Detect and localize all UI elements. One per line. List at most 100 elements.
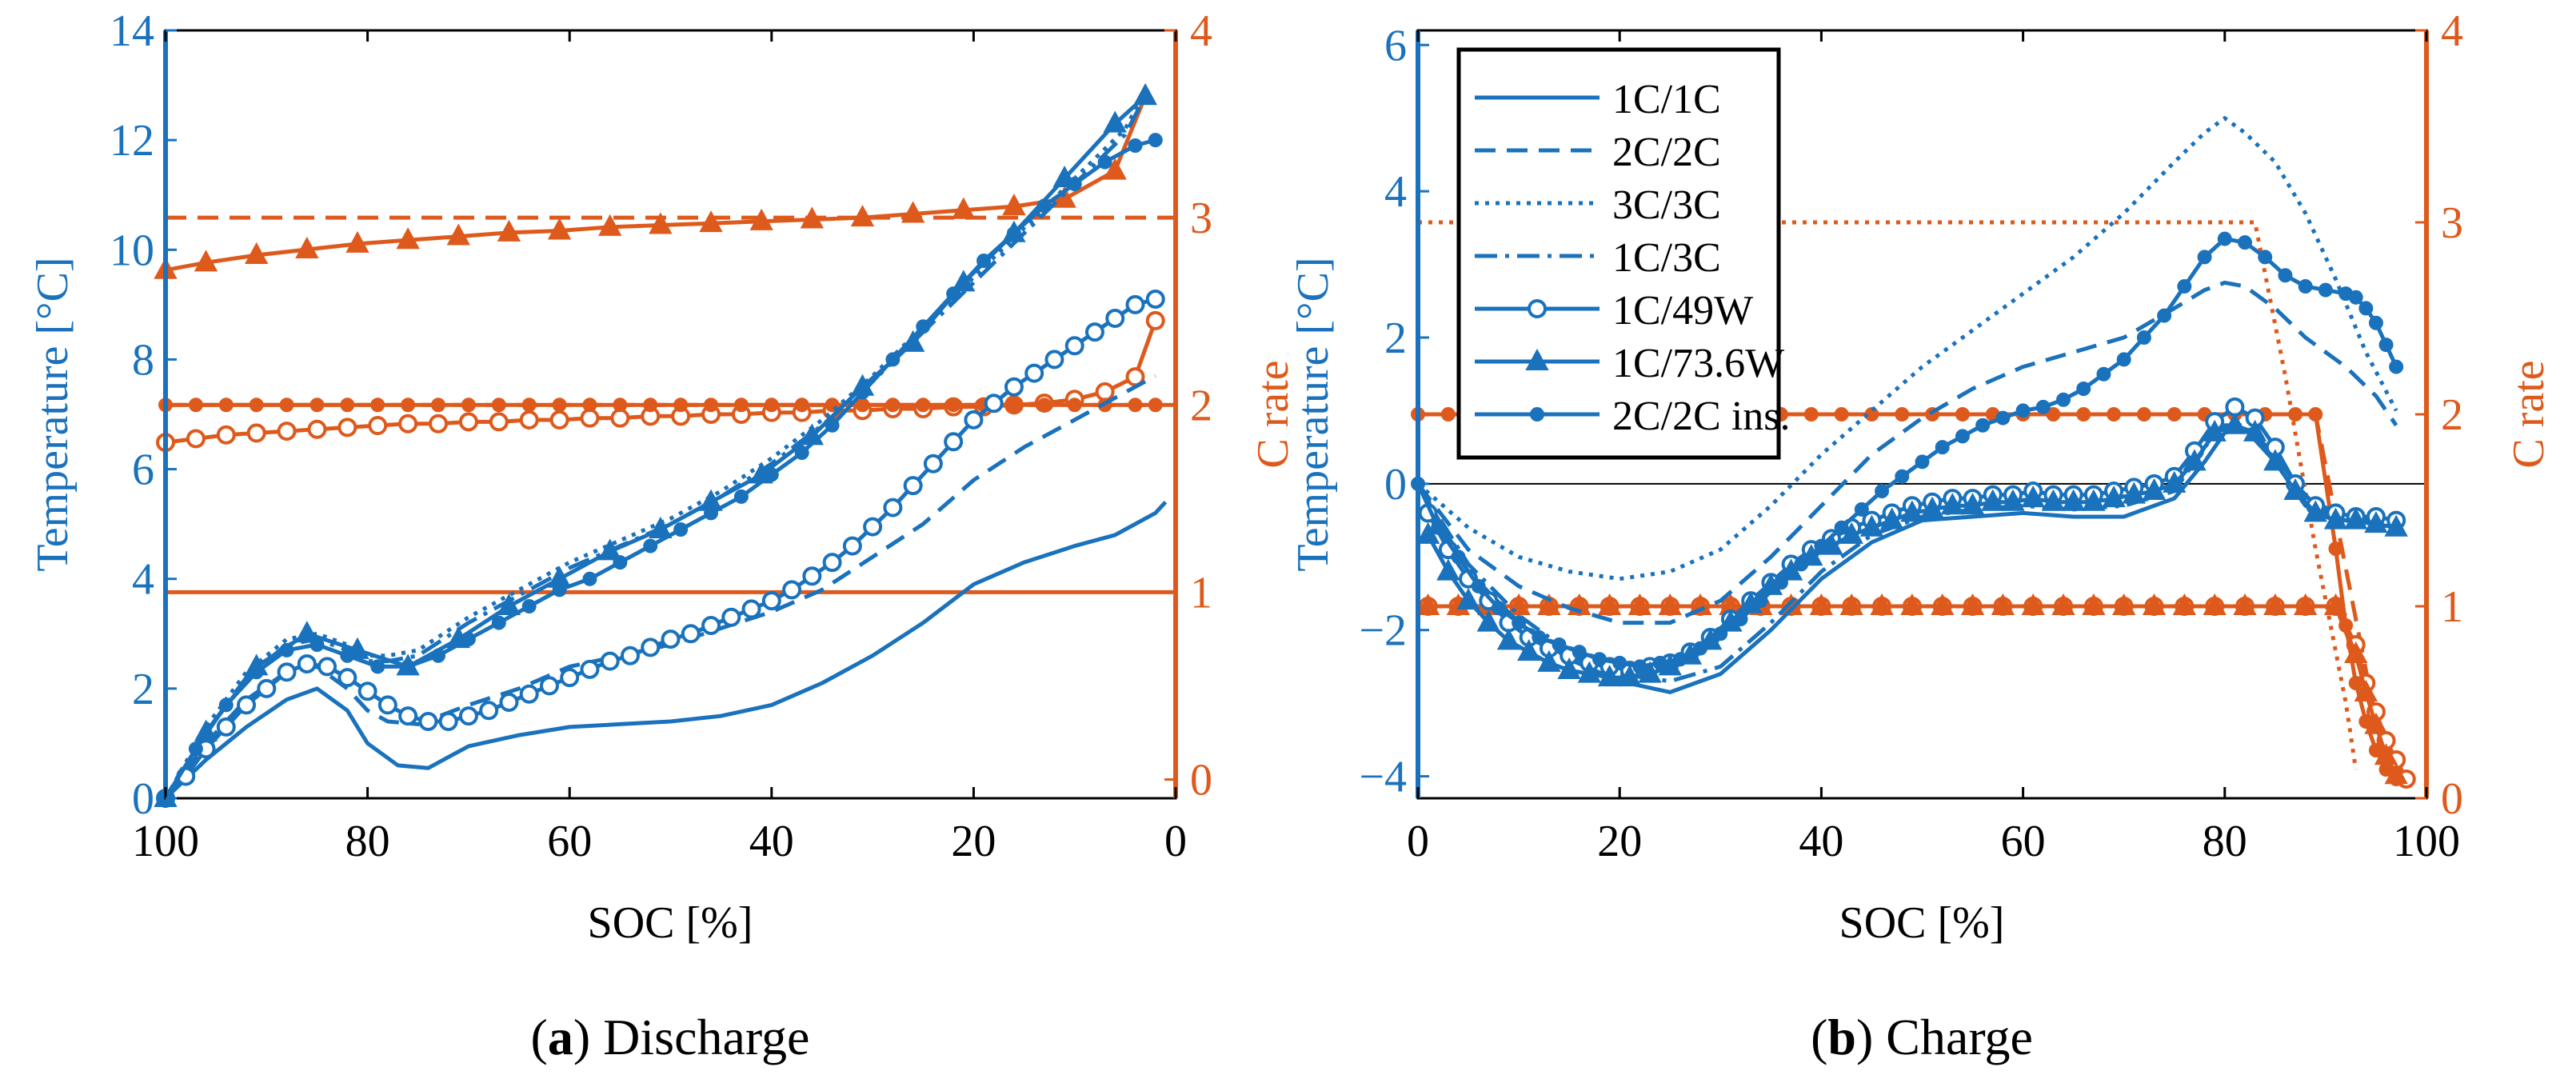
discharge-series-2c-2c-ins-temperature: [163, 138, 1156, 800]
charge-point-2c-2c-ins-temperature: [1854, 502, 1869, 517]
charge-point-1c-73-6w-c-rate: [2142, 593, 2167, 615]
charge-point-1c-73-6w-temperature: [1960, 493, 1985, 515]
charge-point-2c-2c-ins-temperature: [1532, 629, 1547, 645]
discharge-point-2c-2c-ins-c-rate: [946, 398, 961, 413]
charge-point-1c-73-6w-temperature: [2203, 419, 2227, 442]
legend-label-3: 3C/3C: [1612, 182, 1721, 228]
discharge-point-1c-49w-temperature: [216, 717, 236, 737]
discharge-x-tick-label: 100: [132, 817, 199, 866]
discharge-caption-letter: a: [548, 1009, 573, 1065]
discharge-x-tick-label: 60: [547, 817, 592, 866]
discharge-point-1c-73-6w-temperature: [295, 621, 319, 643]
discharge-y-tick-label: 10: [110, 226, 154, 275]
discharge-point-2c-2c-ins-temperature: [704, 506, 719, 521]
charge-point-1c-73-6w-c-rate: [1537, 593, 1561, 615]
discharge-point-1c-49w-c-rate: [398, 414, 418, 434]
discharge-point-2c-2c-ins-temperature: [733, 489, 749, 504]
charge-point-2c-2c-ins-temperature: [1612, 655, 1627, 670]
discharge-point-1c-49w-temperature: [782, 580, 802, 600]
discharge-point-1c-73-6w-temperature: [649, 516, 673, 538]
charge-point-1c-73-6w-c-rate: [1688, 593, 1712, 615]
discharge-point-2c-2c-ins-c-rate: [340, 398, 355, 413]
discharge-point-2c-2c-ins-temperature: [461, 632, 476, 647]
discharge-point-1c-49w-temperature: [641, 637, 661, 657]
discharge-point-2c-2c-ins-temperature: [582, 571, 597, 586]
charge-point-2c-2c-ins-c-rate: [1955, 407, 1970, 422]
discharge-point-1c-49w-c-rate: [610, 408, 630, 428]
charge-point-1c-73-6w-temperature: [2163, 470, 2187, 493]
charge-point-1c-73-6w-temperature: [2344, 507, 2368, 530]
discharge-point-1c-49w-c-rate: [277, 422, 297, 442]
discharge-point-1c-49w-temperature: [903, 476, 923, 496]
charge-right-axis-label: C rate: [2504, 360, 2554, 468]
charge-point-2c-2c-ins-temperature: [1632, 659, 1647, 674]
discharge-point-1c-73-6w-c-rate: [396, 227, 420, 250]
discharge-point-2c-2c-ins-c-rate: [916, 398, 931, 413]
discharge-point-1c-49w-c-rate: [216, 425, 236, 445]
discharge-point-2c-2c-ins-temperature: [825, 418, 840, 433]
charge-point-2c-2c-ins-c-rate: [1440, 407, 1456, 422]
charge-point-1c-73-6w-temperature: [2243, 419, 2267, 442]
discharge-y-tick-label: 8: [132, 335, 154, 385]
charge-point-2c-2c-ins-temperature: [2116, 352, 2131, 367]
charge-y-axis-label: Temperature [°C]: [1288, 257, 1338, 571]
discharge-point-1c-49w-temperature: [519, 684, 539, 704]
discharge-point-1c-73-6w-c-rate: [1002, 193, 1026, 216]
discharge-point-1c-49w-temperature: [277, 662, 297, 682]
charge-point-1c-73-6w-temperature: [2283, 478, 2307, 500]
charge-x-tick-label: 60: [2001, 817, 2046, 866]
charge-point-1c-73-6w-temperature: [1496, 628, 1521, 650]
charge-point-1c-73-6w-temperature: [1577, 661, 1602, 683]
discharge-y-right-tick-label: 2: [1190, 381, 1212, 430]
discharge-point-2c-2c-ins-c-rate: [1067, 398, 1082, 413]
discharge-series-1c-73-6w-temperature: [163, 94, 1147, 800]
discharge-point-1c-49w-temperature: [1125, 294, 1145, 314]
discharge-point-2c-2c-ins-c-rate: [1006, 398, 1021, 413]
charge-point-2c-2c-ins-temperature: [1552, 637, 1567, 652]
charge-point-2c-2c-ins-c-rate: [2046, 407, 2061, 422]
discharge-plot-area: [154, 82, 1176, 808]
discharge-point-1c-73-6w-c-rate: [345, 230, 369, 253]
discharge-y-right-tick-label: 4: [1190, 6, 1212, 56]
discharge-point-1c-73-6w-c-rate: [749, 208, 773, 230]
discharge-point-2c-2c-ins-c-rate: [885, 398, 901, 413]
discharge-point-1c-49w-temperature: [944, 432, 964, 452]
discharge-series-3c-3c-temperature: [163, 90, 1148, 800]
discharge-point-2c-2c-ins-temperature: [1097, 154, 1112, 170]
charge-x-tick-label: 40: [1799, 817, 1843, 866]
charge-point-2c-2c-ins-temperature: [1431, 520, 1446, 535]
charge-x-axis-label: SOC [%]: [1839, 898, 2005, 948]
charge-point-2c-2c-ins-temperature: [2056, 392, 2071, 407]
discharge-point-1c-73-6w-temperature: [497, 593, 521, 615]
discharge-point-2c-2c-ins-temperature: [885, 352, 901, 367]
discharge-point-2c-2c-ins-temperature: [279, 642, 294, 657]
discharge-caption: (a) Discharge: [531, 1009, 810, 1065]
legend-label-4: 1C/3C: [1612, 235, 1721, 281]
discharge-point-1c-49w-temperature: [337, 668, 357, 688]
legend-label-2: 2C/2C: [1612, 130, 1721, 175]
discharge-series-1c-1c-temperature: [164, 501, 1168, 800]
discharge-series-1c-73-6w-c-rate: [165, 95, 1148, 273]
legend-label-1: 1C/1C: [1612, 77, 1721, 122]
discharge-point-1c-73-6w-temperature: [1133, 83, 1157, 106]
charge-point-1c-73-6w-temperature: [2303, 500, 2327, 522]
charge-point-1c-73-6w-c-rate: [2323, 593, 2348, 615]
charge-point-1c-73-6w-c-rate: [1839, 593, 1863, 615]
charge-point-1c-73-6w-temperature: [1416, 522, 1440, 544]
discharge-y-right-tick-label: 3: [1190, 194, 1212, 243]
charge-point-1c-73-6w-temperature: [1517, 639, 1541, 661]
charge-point-1c-73-6w-c-rate: [1597, 593, 1622, 615]
discharge-point-1c-49w-temperature: [479, 701, 499, 721]
discharge-point-1c-73-6w-c-rate: [699, 210, 723, 233]
discharge-y-tick-label: 0: [132, 774, 154, 824]
charge-point-2c-2c-ins-temperature: [2177, 279, 2192, 294]
charge-point-1c-73-6w-c-rate: [2233, 593, 2257, 615]
discharge-point-2c-2c-ins-c-rate: [218, 398, 234, 413]
charge-x-tick-label: 0: [1407, 817, 1429, 866]
charge-point-1c-73-6w-c-rate: [1658, 593, 1682, 615]
charge-point-1c-73-6w-c-rate: [2172, 593, 2197, 615]
discharge-point-1c-49w-temperature: [923, 454, 943, 474]
charge-point-2c-2c-ins-c-rate: [2338, 618, 2354, 633]
discharge-point-2c-2c-ins-temperature: [673, 522, 689, 537]
charge-y-tick-label: −2: [1359, 606, 1407, 656]
